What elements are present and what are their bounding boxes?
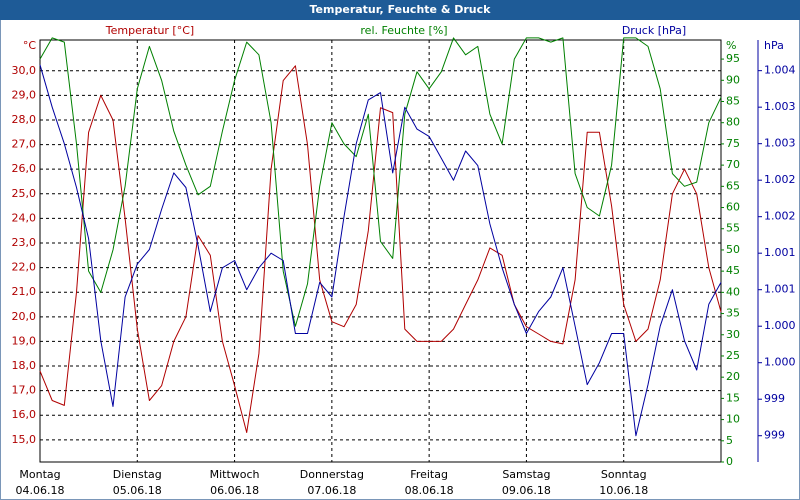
series-label: Temperatur [°C] xyxy=(105,24,194,37)
y2-tick-label: 25 xyxy=(726,349,740,362)
y3-tick-label: 1.000 xyxy=(764,356,796,369)
y2-tick-label: 80 xyxy=(726,116,740,129)
y2-tick-label: 60 xyxy=(726,201,740,214)
y2-unit: % xyxy=(726,39,736,52)
x-tick-label: Donnerstag xyxy=(300,468,364,481)
y-tick-label: 23,0 xyxy=(12,236,37,249)
series-line xyxy=(39,37,722,327)
y-unit: °C xyxy=(23,39,37,52)
y2-tick-label: 10 xyxy=(726,413,740,426)
y2-tick-label: 75 xyxy=(726,137,740,150)
y2-tick-label: 95 xyxy=(726,52,740,65)
y3-tick-label: 1.000 xyxy=(764,319,796,332)
y2-tick-label: 40 xyxy=(726,285,740,298)
y3-tick-label: 1.002 xyxy=(764,173,796,186)
y2-tick-label: 50 xyxy=(726,243,740,256)
x-tick-label: Freitag xyxy=(410,468,448,481)
y-tick-label: 18,0 xyxy=(12,359,37,372)
y3-tick-label: 1.003 xyxy=(764,137,796,150)
y-tick-label: 22,0 xyxy=(12,261,37,274)
y2-tick-label: 90 xyxy=(726,73,740,86)
y2-tick-label: 45 xyxy=(726,264,740,277)
y2-tick-label: 5 xyxy=(726,434,733,447)
y-tick-label: 27,0 xyxy=(12,138,37,151)
y-tick-label: 25,0 xyxy=(12,187,37,200)
y3-tick-label: 1.004 xyxy=(764,64,796,77)
x-tick-date: 10.06.18 xyxy=(599,484,648,497)
y2-tick-label: 55 xyxy=(726,222,740,235)
y2-tick-label: 65 xyxy=(726,179,740,192)
y2-tick-label: 20 xyxy=(726,370,740,383)
series-line xyxy=(39,64,722,437)
y-tick-label: 24,0 xyxy=(12,211,37,224)
series-label: Druck [hPa] xyxy=(622,24,686,37)
x-tick-date: 08.06.18 xyxy=(405,484,454,497)
y3-tick-label: 999 xyxy=(764,429,785,442)
y2-tick-label: 35 xyxy=(726,307,740,320)
x-tick-date: 06.06.18 xyxy=(210,484,259,497)
x-tick-date: 05.06.18 xyxy=(113,484,162,497)
y-tick-label: 17,0 xyxy=(12,384,37,397)
y3-unit: hPa xyxy=(764,39,784,52)
y3-tick-label: 1.003 xyxy=(764,100,796,113)
y-tick-label: 29,0 xyxy=(12,88,37,101)
y2-tick-label: 70 xyxy=(726,158,740,171)
y-tick-label: 15,0 xyxy=(12,433,37,446)
x-tick-date: 04.06.18 xyxy=(16,484,65,497)
x-tick-label: Montag xyxy=(19,468,60,481)
plot-area xyxy=(39,39,722,463)
y2-tick-label: 0 xyxy=(726,455,733,468)
x-tick-date: 07.06.18 xyxy=(307,484,356,497)
y3-tick-label: 999 xyxy=(764,392,785,405)
x-tick-label: Sonntag xyxy=(601,468,647,481)
title-bar xyxy=(0,0,800,20)
x-tick-label: Samstag xyxy=(502,468,550,481)
y3-tick-label: 1.002 xyxy=(764,210,796,223)
x-tick-date: 09.06.18 xyxy=(502,484,551,497)
y-tick-label: 28,0 xyxy=(12,113,37,126)
y-tick-label: 26,0 xyxy=(12,162,37,175)
y2-tick-label: 85 xyxy=(726,94,740,107)
y3-tick-label: 1.001 xyxy=(764,283,796,296)
y-tick-label: 16,0 xyxy=(12,408,37,421)
y-tick-label: 20,0 xyxy=(12,310,37,323)
x-tick-label: Dienstag xyxy=(113,468,162,481)
y-tick-label: 19,0 xyxy=(12,334,37,347)
y3-tick-label: 1.001 xyxy=(764,246,796,259)
x-tick-label: Mittwoch xyxy=(210,468,260,481)
y2-tick-label: 30 xyxy=(726,328,740,341)
chart-title: Temperatur, Feuchte & Druck xyxy=(310,3,492,16)
series-label: rel. Feuchte [%] xyxy=(360,24,447,37)
y-tick-label: 30,0 xyxy=(12,64,37,77)
y-tick-label: 21,0 xyxy=(12,285,37,298)
y2-tick-label: 15 xyxy=(726,391,740,404)
